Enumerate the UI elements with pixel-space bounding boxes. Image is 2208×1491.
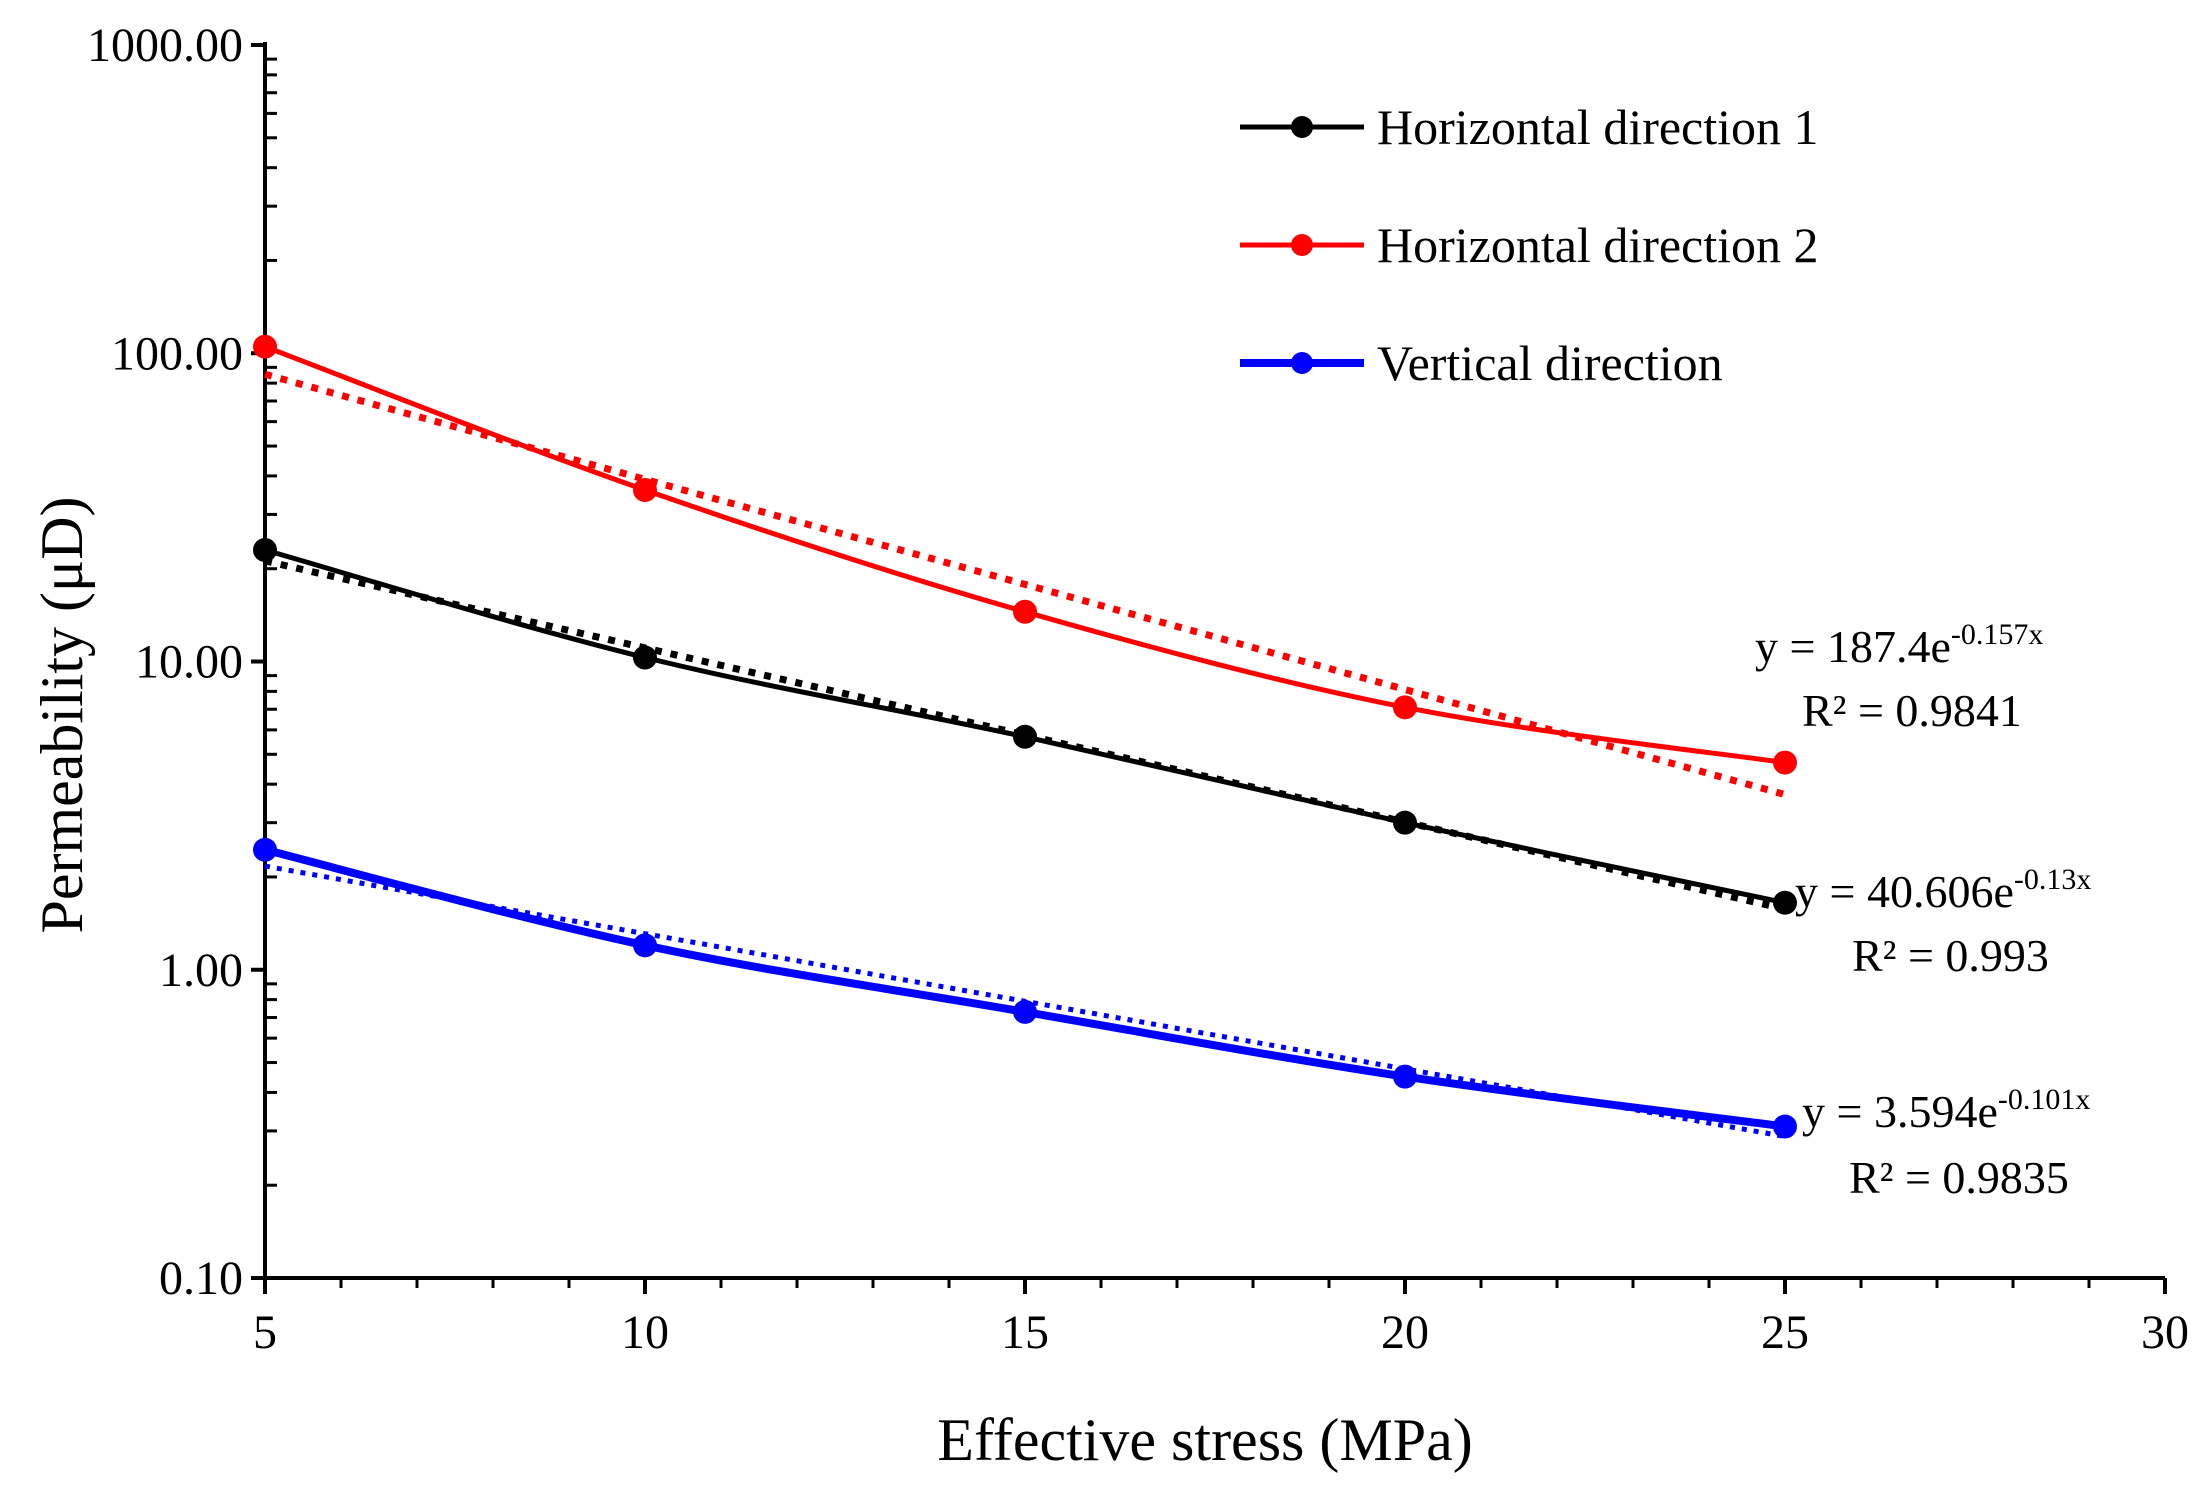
y-tick-label: 100.00: [111, 327, 243, 380]
x-tick-label: 15: [1001, 1306, 1049, 1359]
markers: [253, 334, 1797, 1139]
series-line-3: [264, 845, 1786, 1131]
data-point-series-3: [1773, 1114, 1797, 1139]
equation-horizontal-2: y = 187.4e-0.157x: [1755, 618, 2043, 672]
data-point-series-1: [253, 537, 277, 562]
data-point-series-3: [1013, 999, 1037, 1024]
legend-marker-horizontal-2: [1291, 234, 1313, 256]
data-point-series-3: [633, 933, 657, 958]
r2-horizontal-2: R² = 0.9841: [1802, 685, 2022, 736]
x-axis-title: Effective stress (MPa): [937, 1407, 1472, 1473]
x-tick-label: 20: [1381, 1306, 1429, 1359]
x-tick-label: 10: [621, 1306, 669, 1359]
r2-horizontal-1: R² = 0.993: [1852, 930, 2049, 981]
equation-vertical: y = 3.594e-0.101x: [1802, 1083, 2090, 1137]
data-point-series-1: [1773, 890, 1797, 915]
legend-label-vertical: Vertical direction: [1377, 335, 1723, 391]
series-line-2: [264, 344, 1786, 766]
legend: Horizontal direction 1 Horizontal direct…: [1240, 99, 1819, 391]
x-tick-label: 30: [2141, 1306, 2189, 1359]
y-tick-label: 10.00: [135, 636, 243, 689]
y-tick-label: 1000.00: [87, 19, 243, 72]
trend-equations: y = 187.4e-0.157x R² = 0.9841 y = 40.606…: [1755, 618, 2091, 1203]
data-point-series-2: [1393, 695, 1417, 720]
legend-marker-horizontal-1: [1291, 116, 1313, 138]
r2-vertical: R² = 0.9835: [1849, 1152, 2069, 1203]
data-point-series-1: [1013, 724, 1037, 749]
legend-marker-vertical: [1291, 352, 1313, 374]
legend-label-horizontal-2: Horizontal direction 2: [1377, 217, 1819, 273]
y-tick-label: 0.10: [159, 1252, 243, 1305]
y-axis-title: Permeability (μD): [29, 496, 95, 933]
data-point-series-2: [1013, 599, 1037, 624]
legend-label-horizontal-1: Horizontal direction 1: [1377, 99, 1819, 155]
equation-horizontal-1: y = 40.606e-0.13x: [1795, 863, 2091, 917]
data-point-series-1: [633, 645, 657, 670]
data-point-series-2: [633, 478, 657, 503]
data-point-series-1: [1393, 810, 1417, 835]
y-tick-label: 1.00: [159, 944, 243, 997]
data-point-series-2: [1773, 750, 1797, 775]
x-tick-label: 25: [1761, 1306, 1809, 1359]
data-point-series-2: [253, 334, 277, 359]
data-point-series-3: [253, 837, 277, 862]
axes: 0.10 1.00 10.00 100.00 1000.00 5 10 15 20 25 30: [87, 19, 2189, 1359]
x-tick-label: 5: [253, 1306, 277, 1359]
data-point-series-3: [1393, 1064, 1417, 1089]
